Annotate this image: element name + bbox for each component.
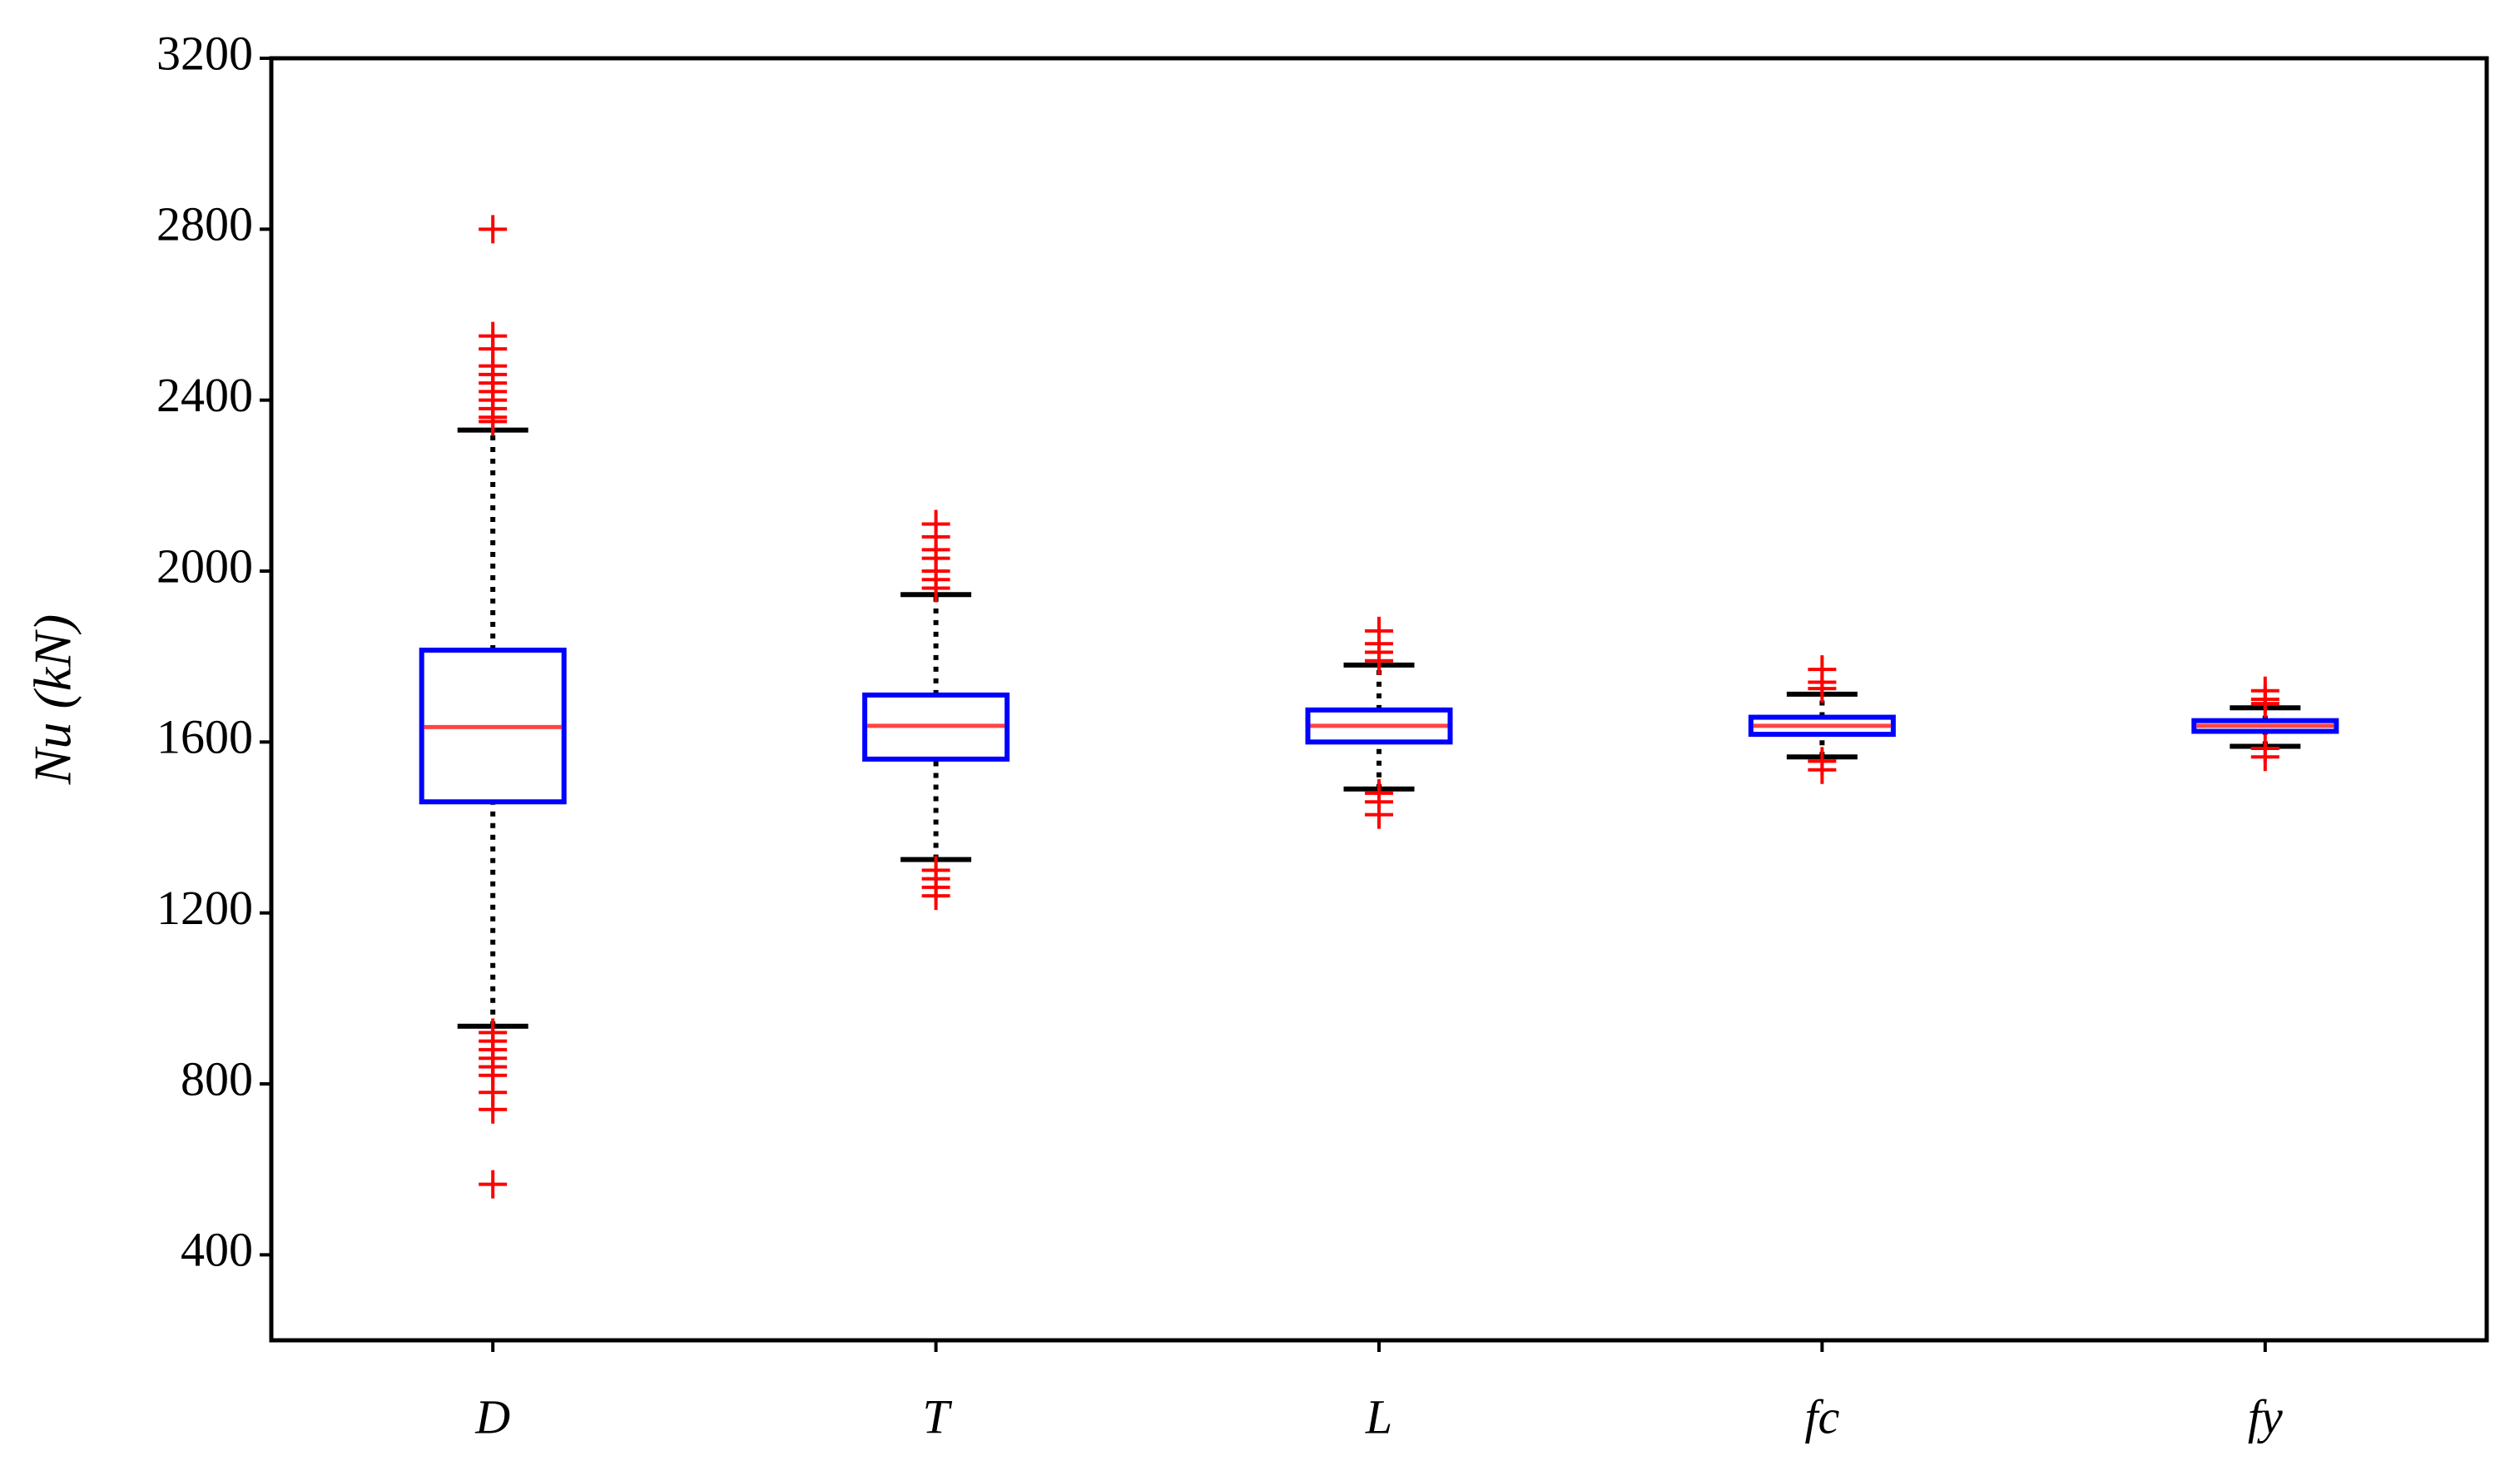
x-tick-label: T <box>922 1389 952 1444</box>
outlier <box>2250 689 2279 718</box>
outlier <box>479 215 508 244</box>
outlier <box>1365 800 1393 829</box>
outlier <box>921 574 950 603</box>
y-tick-label: 1200 <box>156 881 253 935</box>
y-tick-label: 2000 <box>156 539 253 593</box>
x-tick-label: D <box>474 1389 510 1444</box>
y-axis-label: Nu (kN) <box>23 614 82 785</box>
outlier <box>1365 646 1393 675</box>
x-tick-label: fc <box>1804 1389 1839 1444</box>
outlier <box>479 1170 508 1199</box>
y-tick-label: 2400 <box>156 368 253 422</box>
x-tick-label: fy <box>2248 1389 2283 1444</box>
outlier <box>479 1095 508 1124</box>
y-tick-label: 400 <box>181 1223 253 1277</box>
outlier <box>1808 674 1837 703</box>
outlier <box>1808 755 1837 784</box>
y-tick-label: 3200 <box>156 26 253 80</box>
x-tick-label: L <box>1365 1389 1392 1444</box>
outlier <box>2250 743 2279 772</box>
plot-frame <box>269 56 2489 1343</box>
outlier <box>479 407 508 436</box>
y-tick-label: 2800 <box>156 197 253 251</box>
outlier <box>921 882 950 911</box>
y-tick-label: 800 <box>181 1051 253 1106</box>
y-tick-label: 1600 <box>156 710 253 764</box>
